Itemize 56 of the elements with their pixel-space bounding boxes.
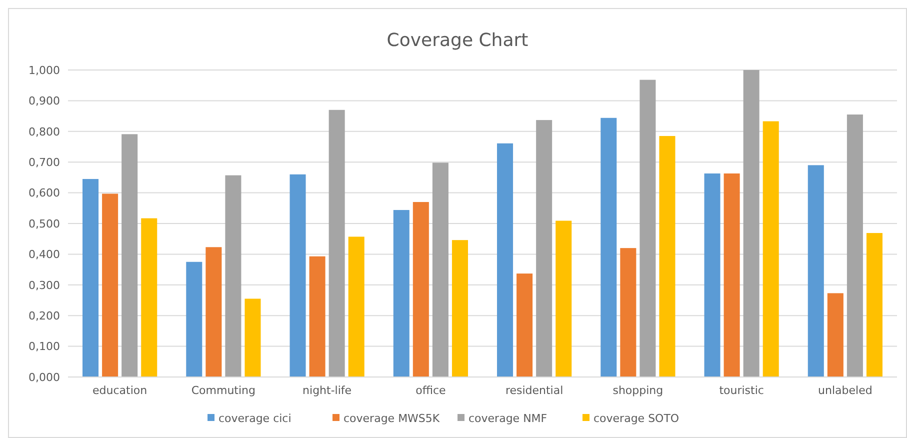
bar [827,293,844,377]
x-tick-label: unlabeled [818,384,872,397]
y-tick-label: 0,200 [28,309,60,322]
y-tick-label: 0,800 [28,125,60,138]
bar [846,114,863,377]
bar [186,262,202,377]
y-tick-label: 0,100 [28,340,60,354]
legend-label: coverage cici [218,412,292,425]
y-tick-label: 0,600 [28,186,60,200]
bar [866,233,882,377]
y-tick-label: 0,000 [28,370,60,384]
bar [620,248,636,377]
bar [141,218,158,377]
bar [225,175,242,377]
y-tick-label: 0,500 [28,217,60,230]
bar [309,256,326,377]
bar [659,136,676,377]
bar [290,174,306,377]
bar [808,165,824,377]
bar [432,162,448,377]
bar [328,110,345,377]
bar [82,178,99,377]
legend-label: coverage NMF [468,412,548,425]
bar [412,202,429,377]
x-tick-label: education [92,384,148,397]
y-tick-label: 0,300 [28,278,60,292]
y-tick-label: 0,900 [28,94,60,108]
x-tick-label: Commuting [191,384,256,397]
bar [102,194,118,377]
x-tick-label: touristic [719,384,764,397]
bar [704,173,720,377]
legend-label: coverage SOTO [594,412,680,425]
bar [206,247,222,377]
bar [122,134,138,377]
bar [536,120,552,377]
bar [244,298,261,377]
x-tick-label: night-life [302,384,352,397]
x-tick-label: office [416,384,446,397]
bar [600,118,617,377]
chart-title: Coverage Chart [386,30,528,51]
bar [556,220,572,377]
x-tick-label: residential [505,384,564,397]
bar [348,236,364,377]
bar [516,274,533,377]
y-tick-label: 0,700 [28,156,60,169]
bar [497,143,514,377]
bar [762,121,779,377]
bar [640,80,656,377]
legend-label: coverage MWS5K [344,412,440,425]
x-tick-label: shopping [612,384,664,397]
bar [393,210,410,377]
bar [452,240,468,377]
y-tick-label: 0,400 [28,248,60,262]
y-tick-label: 1,000 [28,64,60,77]
bar [743,70,760,377]
bar [724,173,740,377]
